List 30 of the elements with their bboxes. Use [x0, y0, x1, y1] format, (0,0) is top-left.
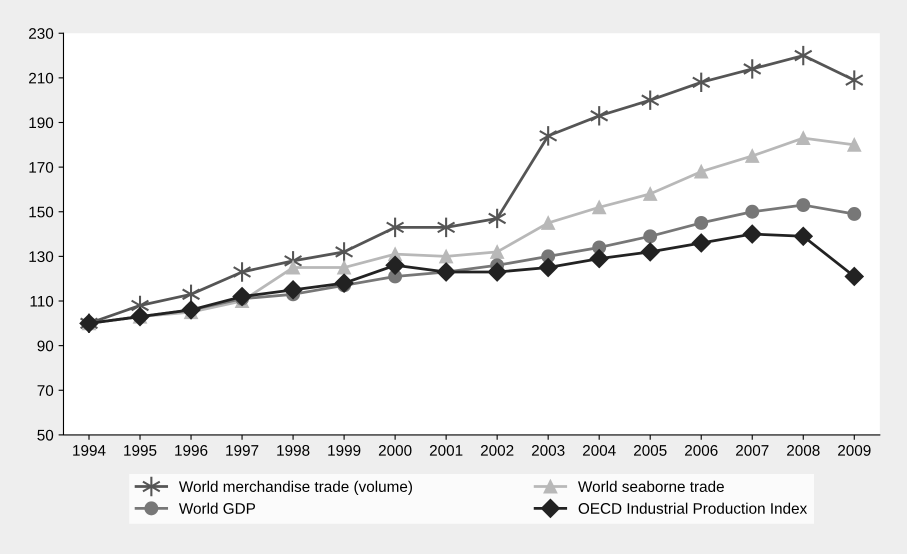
y-tick-label: 110: [30, 296, 54, 307]
x-tick-label: 2006: [685, 445, 718, 456]
x-tick-label: 2003: [532, 445, 564, 456]
y-tick-label: 70: [38, 385, 54, 396]
x-tick-label: 1999: [328, 445, 360, 456]
x-tick-label: 1998: [277, 445, 310, 456]
y-tick-label: 230: [29, 28, 54, 39]
x-tick-label: 1997: [226, 445, 258, 456]
x-tick-label: 2004: [582, 445, 616, 456]
x-tick-label: 2000: [378, 445, 412, 456]
legend-label: World merchandise trade (volume): [178, 480, 412, 496]
x-tick-label: 2002: [480, 445, 514, 456]
y-tick-label: 90: [37, 340, 54, 352]
y-tick-label: 130: [29, 251, 54, 262]
x-tick-label: 1994: [73, 445, 106, 456]
legend-label: OECD Industrial Production Index: [578, 502, 808, 514]
x-tick-label: 2008: [787, 445, 820, 456]
legend-label: World GDP: [178, 502, 256, 514]
y-tick-label: 50: [37, 430, 54, 441]
x-tick-label: 1996: [175, 445, 208, 456]
legend-label: World seaborne trade: [578, 480, 724, 492]
x-tick-label: 2001: [430, 445, 462, 456]
x-tick-label: 2009: [838, 445, 871, 456]
x-tick-label: 2005: [634, 445, 667, 456]
x-tick-label: 1995: [124, 445, 156, 456]
y-tick-label: 150: [29, 206, 54, 218]
y-tick-label: 210: [29, 72, 54, 84]
x-tick-label: 2007: [736, 445, 768, 456]
y-tick-label: 170: [29, 162, 54, 173]
y-tick-label: 190: [29, 117, 54, 128]
